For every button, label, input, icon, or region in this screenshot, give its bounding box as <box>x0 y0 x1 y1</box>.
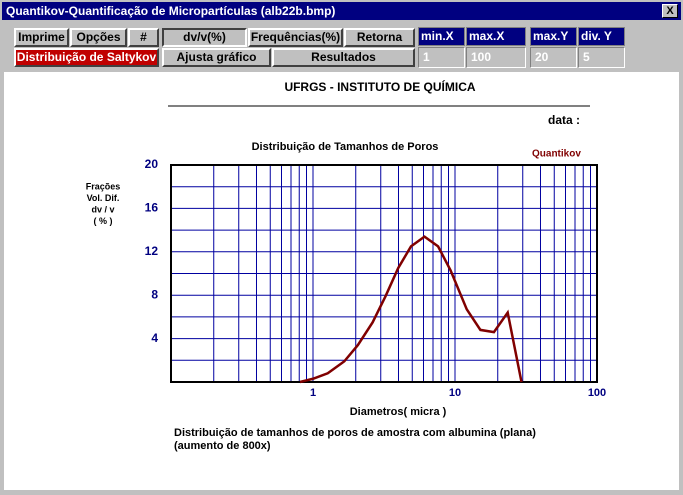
x-axis-label: Diametros( micra ) <box>350 406 447 418</box>
button[interactable]: Frequências(%) <box>248 28 343 47</box>
y-axis-label: dv / v <box>91 204 114 214</box>
data-line <box>299 235 523 384</box>
button[interactable]: Opções <box>70 28 127 47</box>
canvas <box>4 72 679 490</box>
button[interactable]: Resultados <box>272 48 415 67</box>
field-input[interactable]: 20 <box>530 47 577 68</box>
caption: (aumento de 800x) <box>174 440 271 452</box>
chart-title: Distribuição de Tamanhos de Poros <box>252 141 439 153</box>
y-tick-label: 8 <box>151 287 158 301</box>
title-bar: Quantikov-Quantificação de Micropartícul… <box>2 2 681 20</box>
field-label: max.X <box>466 27 526 46</box>
plot-frame <box>170 164 598 383</box>
field-label: min.X <box>418 27 465 46</box>
x-tick-label: 1 <box>310 387 316 399</box>
y-axis-label: Vol. Dif. <box>87 193 120 203</box>
button[interactable]: Ajusta gráfico <box>162 48 271 67</box>
y-tick-label: 20 <box>145 157 159 171</box>
date-label: data : <box>548 113 580 127</box>
button[interactable]: Imprime <box>14 28 69 47</box>
field-input[interactable]: 5 <box>578 47 625 68</box>
y-axis-label: Frações <box>86 181 121 191</box>
button[interactable]: Retorna <box>344 28 415 47</box>
x-tick-label: 10 <box>449 387 461 399</box>
y-tick-label: 12 <box>145 244 159 258</box>
y-tick-label: 16 <box>145 201 159 215</box>
field-input[interactable]: 1 <box>418 47 465 68</box>
button[interactable]: # <box>128 28 159 47</box>
field-label: max.Y <box>530 27 577 46</box>
button[interactable]: Distribuição de Saltykov <box>14 48 159 67</box>
close-button[interactable]: X <box>662 4 678 18</box>
y-tick-label: 4 <box>151 331 158 345</box>
header: UFRGS - INSTITUTO DE QUÍMICA <box>284 79 475 94</box>
button[interactable]: dv/v(%) <box>162 28 247 47</box>
field-input[interactable]: 100 <box>466 47 526 68</box>
y-axis-label: ( % ) <box>94 216 113 226</box>
brand: Quantikov <box>532 149 581 160</box>
caption: Distribuição de tamanhos de poros de amo… <box>174 427 536 439</box>
field-label: div. Y <box>578 27 625 46</box>
x-tick-label: 100 <box>588 387 606 399</box>
